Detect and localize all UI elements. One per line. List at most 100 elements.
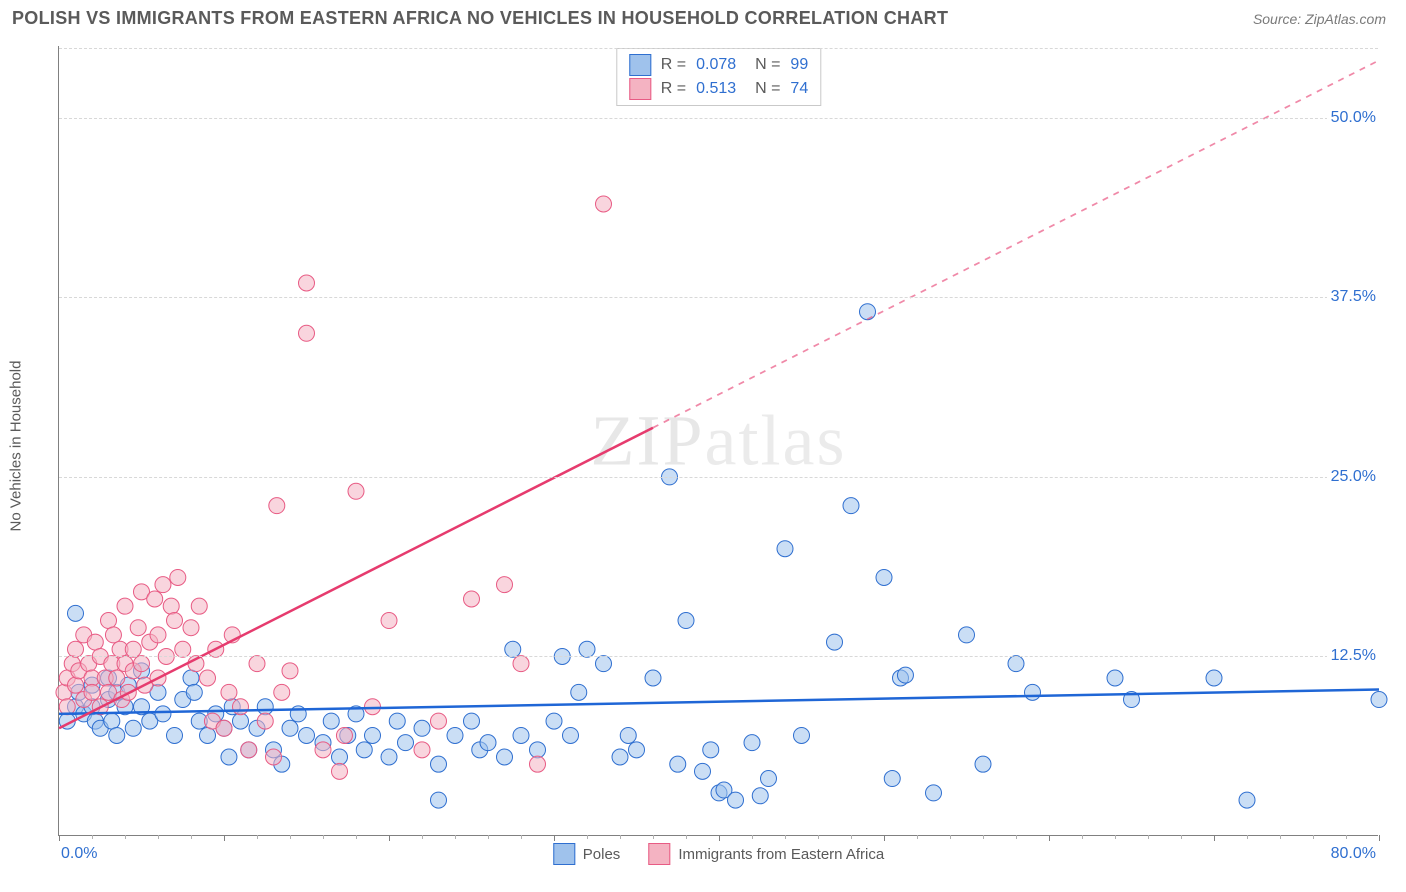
data-point — [670, 756, 686, 772]
data-point — [59, 699, 75, 715]
x-axis-min-label: 0.0% — [61, 845, 97, 863]
data-point — [216, 720, 232, 736]
data-point — [897, 667, 913, 683]
data-point — [87, 634, 103, 650]
data-point — [505, 641, 521, 657]
x-tick-minor — [290, 835, 291, 839]
data-point — [105, 627, 121, 643]
data-point — [125, 641, 141, 657]
x-tick-minor — [620, 835, 621, 839]
x-tick-minor — [785, 835, 786, 839]
data-point — [274, 684, 290, 700]
x-tick-minor — [1148, 835, 1149, 839]
x-tick-minor — [1313, 835, 1314, 839]
x-tick-minor — [653, 835, 654, 839]
scatter-svg — [59, 46, 1378, 835]
data-point — [480, 735, 496, 751]
data-point — [794, 727, 810, 743]
x-axis-max-label: 80.0% — [1331, 845, 1376, 863]
data-point — [167, 613, 183, 629]
x-tick-minor — [1280, 835, 1281, 839]
data-point — [170, 569, 186, 585]
y-tick-label: 37.5% — [1327, 288, 1380, 306]
legend-item-poles: Poles — [553, 843, 621, 865]
x-tick-minor — [191, 835, 192, 839]
x-tick-minor — [1082, 835, 1083, 839]
data-point — [530, 756, 546, 772]
gridline — [59, 656, 1378, 657]
data-point — [186, 684, 202, 700]
y-tick-label: 12.5% — [1327, 647, 1380, 665]
x-tick-minor — [488, 835, 489, 839]
data-point — [571, 684, 587, 700]
x-tick — [224, 835, 225, 841]
data-point — [777, 541, 793, 557]
data-point — [130, 620, 146, 636]
x-tick-minor — [1346, 835, 1347, 839]
data-point — [579, 641, 595, 657]
swatch-immigrants — [629, 78, 651, 100]
data-point — [761, 771, 777, 787]
data-point — [629, 742, 645, 758]
data-point — [191, 598, 207, 614]
data-point — [200, 670, 216, 686]
data-point — [104, 713, 120, 729]
data-point — [282, 720, 298, 736]
y-axis-label: No Vehicles in Household — [8, 361, 25, 532]
gridline — [59, 48, 1378, 49]
x-tick-minor — [125, 835, 126, 839]
data-point — [233, 699, 249, 715]
x-tick-minor — [521, 835, 522, 839]
y-tick-label: 50.0% — [1327, 109, 1380, 127]
data-point — [497, 577, 513, 593]
stats-row-poles: R =0.078 N =99 — [629, 53, 808, 77]
data-point — [163, 598, 179, 614]
data-point — [101, 613, 117, 629]
x-tick-minor — [257, 835, 258, 839]
data-point — [513, 727, 529, 743]
x-tick — [719, 835, 720, 841]
data-point — [860, 304, 876, 320]
data-point — [926, 785, 942, 801]
swatch-poles — [629, 54, 651, 76]
data-point — [1239, 792, 1255, 808]
data-point — [728, 792, 744, 808]
data-point — [884, 771, 900, 787]
data-point — [703, 742, 719, 758]
data-point — [1025, 684, 1041, 700]
data-point — [257, 713, 273, 729]
bottom-legend: Poles Immigrants from Eastern Africa — [553, 843, 884, 865]
data-point — [612, 749, 628, 765]
legend-label-immigrants: Immigrants from Eastern Africa — [678, 846, 884, 863]
data-point — [513, 656, 529, 672]
data-point — [117, 598, 133, 614]
data-point — [744, 735, 760, 751]
data-point — [1008, 656, 1024, 672]
data-point — [398, 735, 414, 751]
data-point — [221, 684, 237, 700]
x-tick-minor — [1016, 835, 1017, 839]
x-tick-minor — [422, 835, 423, 839]
data-point — [464, 713, 480, 729]
data-point — [155, 706, 171, 722]
data-point — [975, 756, 991, 772]
x-tick-minor — [356, 835, 357, 839]
data-point — [299, 727, 315, 743]
gridline — [59, 297, 1378, 298]
data-point — [563, 727, 579, 743]
x-tick-minor — [851, 835, 852, 839]
data-point — [249, 656, 265, 672]
data-point — [645, 670, 661, 686]
data-point — [68, 677, 84, 693]
trend-line-extrapolated — [653, 60, 1379, 427]
data-point — [299, 275, 315, 291]
x-tick-minor — [950, 835, 951, 839]
data-point — [695, 763, 711, 779]
data-point — [843, 498, 859, 514]
data-point — [125, 720, 141, 736]
stats-legend-box: R =0.078 N =99 R =0.513 N =74 — [616, 48, 821, 106]
x-tick — [554, 835, 555, 841]
data-point — [200, 727, 216, 743]
x-tick-minor — [455, 835, 456, 839]
data-point — [150, 627, 166, 643]
